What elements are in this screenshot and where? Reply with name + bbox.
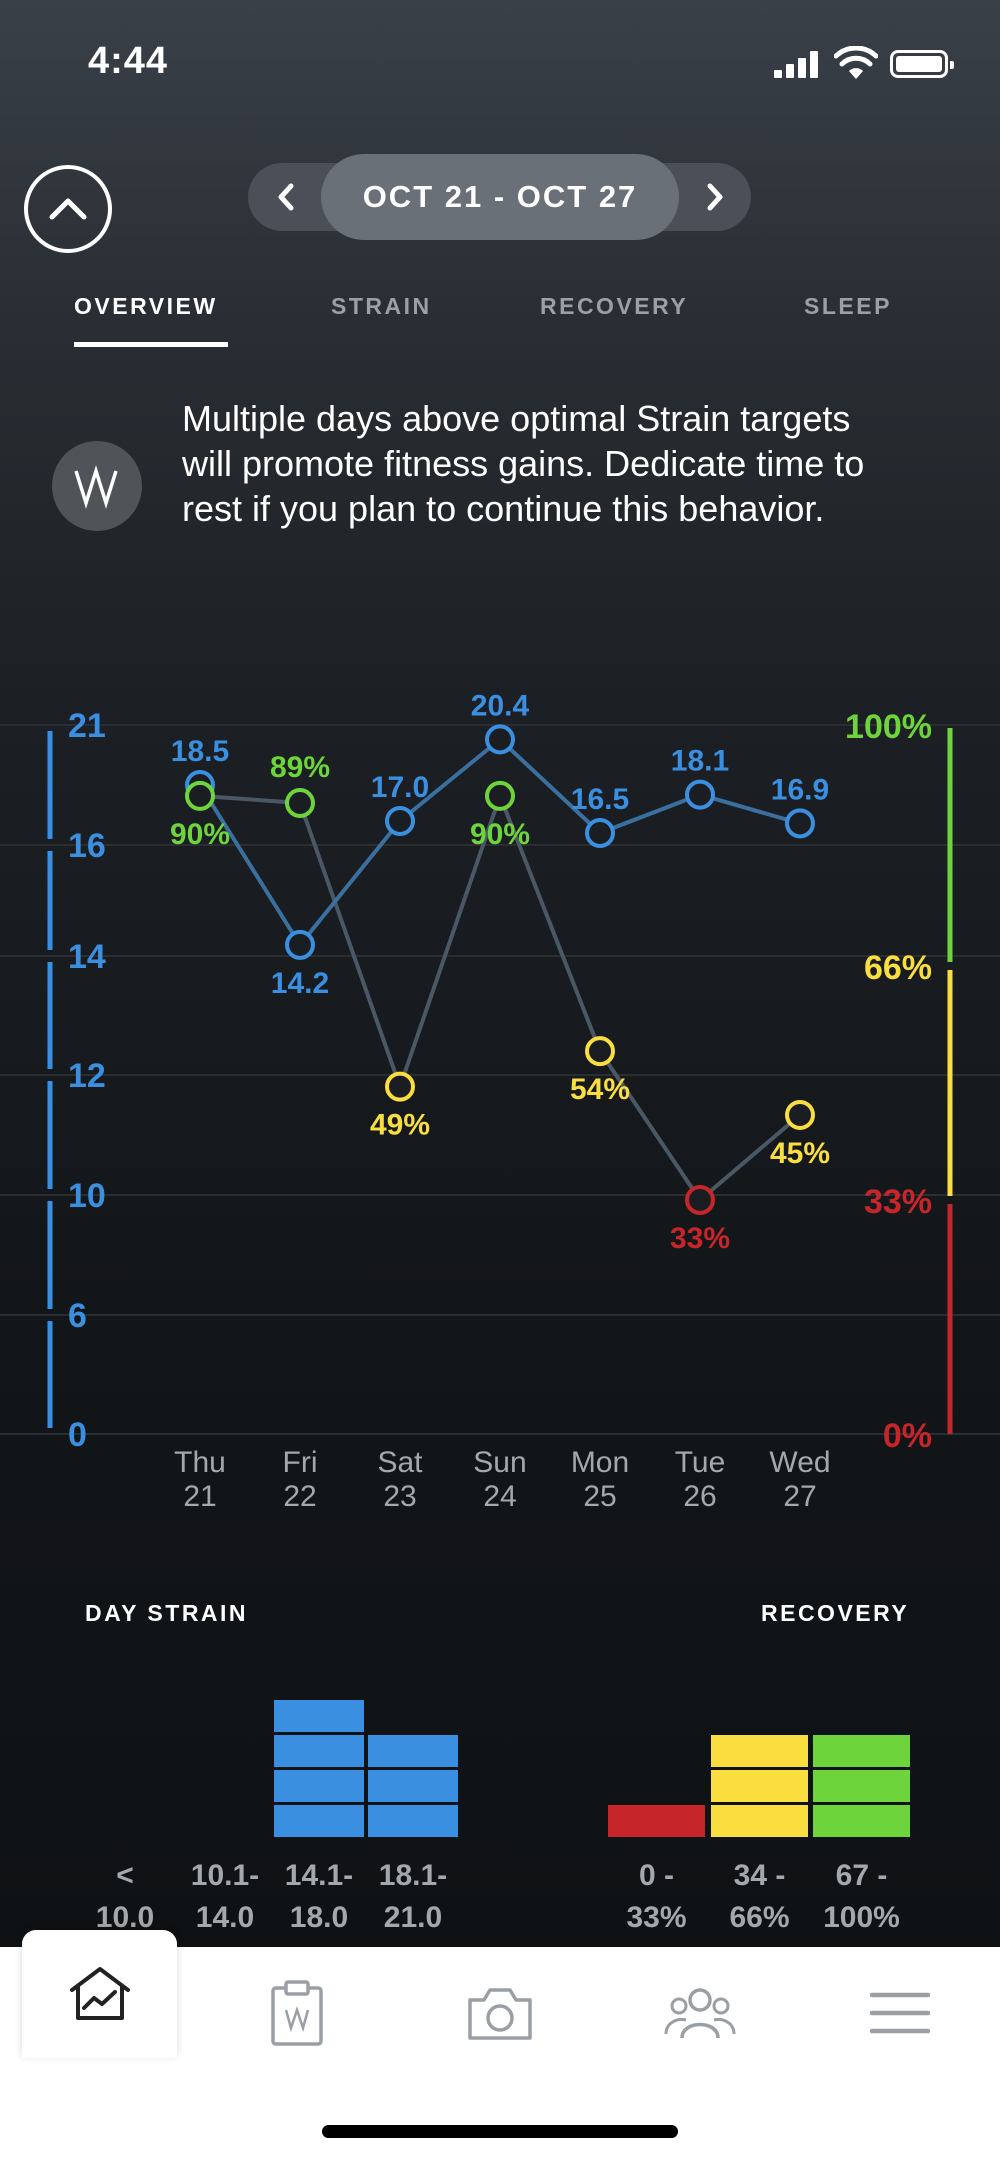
x-axis-day: Tue	[675, 1446, 726, 1479]
camera-icon	[468, 1988, 532, 2040]
x-axis-date: 21	[183, 1480, 216, 1513]
nav-camera[interactable]	[466, 1984, 534, 2044]
recovery-point	[485, 780, 515, 811]
x-axis-day: Sat	[377, 1446, 423, 1479]
recovery-label: 45%	[770, 1137, 830, 1170]
tab-strain[interactable]: STRAIN	[331, 293, 432, 319]
cellular-signal-icon	[774, 50, 820, 78]
histogram-bin-label: 34 -66%	[729, 1859, 790, 1934]
next-week-button[interactable]	[689, 170, 739, 224]
home-indicator	[322, 2125, 678, 2138]
recovery-label: 33%	[670, 1222, 730, 1255]
x-axis-day: Wed	[769, 1446, 830, 1479]
active-tab-indicator	[74, 342, 228, 347]
nav-community[interactable]	[664, 1984, 736, 2044]
strain-label: 14.2	[271, 967, 329, 1000]
previous-week-button[interactable]	[262, 170, 312, 224]
chevron-left-icon	[278, 183, 294, 211]
recovery-point	[285, 787, 315, 818]
left-axis-tick: 21	[68, 707, 106, 745]
strain-label: 17.0	[371, 771, 429, 804]
recovery-histogram: 0 -33% 34 -66% 67 -100%	[500, 1690, 1000, 1940]
strain-point	[785, 808, 815, 839]
recovery-point	[785, 1099, 815, 1130]
x-axis-date: 24	[483, 1480, 516, 1513]
strain-label: 18.1	[671, 745, 729, 778]
day-strain-title: DAY STRAIN	[85, 1600, 249, 1626]
tab-overview[interactable]: OVERVIEW	[74, 293, 218, 319]
recovery-title: RECOVERY	[761, 1600, 910, 1626]
histogram-bin-label: 10.1- 14.0	[190, 1859, 260, 1934]
recovery-point	[585, 1036, 615, 1067]
x-axis-date: 25	[583, 1480, 616, 1513]
recovery-point	[685, 1185, 715, 1216]
status-time: 4:44	[88, 40, 169, 82]
strain-label: 16.5	[571, 783, 629, 816]
x-axis-date: 26	[683, 1480, 716, 1513]
left-axis-tick: 0	[68, 1416, 87, 1454]
weekly-strain-recovery-chart: 21 16 14 12 10 6 0 100% 66% 33% 0% 18.5 14.2 17.0 20.…	[0, 690, 1000, 1513]
recovery-label: 90%	[170, 818, 230, 851]
histogram-bar	[711, 1735, 808, 1840]
insight-message: Multiple days above optimal Strain targe…	[182, 398, 865, 529]
strain-label: 18.5	[171, 735, 229, 768]
collapse-button[interactable]	[24, 165, 112, 253]
x-axis-date: 27	[783, 1480, 816, 1513]
recovery-label: 54%	[570, 1073, 630, 1106]
date-range-label[interactable]: OCT 21 - OCT 27	[321, 154, 679, 240]
histogram-bar	[368, 1735, 458, 1840]
recovery-label: 49%	[370, 1109, 430, 1142]
strain-label: 20.4	[471, 690, 530, 722]
whoop-logo-icon	[52, 441, 142, 531]
menu-icon	[869, 1992, 931, 2034]
histogram-bar	[608, 1805, 705, 1840]
left-axis-tick: 16	[68, 827, 106, 865]
right-axis-tick: 66%	[864, 949, 932, 987]
histogram-bin-label: 18.1- 21.0	[378, 1859, 448, 1934]
strain-point	[485, 724, 515, 755]
histogram-bin-label: <10.0	[95, 1859, 155, 1934]
x-axis-day: Sun	[473, 1446, 526, 1479]
strain-point	[385, 806, 415, 836]
histogram-bar	[813, 1735, 910, 1840]
x-axis-day: Mon	[571, 1446, 629, 1479]
strain-point	[685, 779, 715, 810]
tab-recovery[interactable]: RECOVERY	[540, 293, 689, 319]
home-chart-icon	[70, 1967, 130, 2020]
recovery-label: 90%	[470, 818, 530, 851]
left-axis-tick: 14	[68, 938, 106, 976]
x-axis-day: Fri	[283, 1446, 318, 1479]
right-axis-tick: 100%	[845, 708, 932, 746]
journal-clipboard-icon	[271, 1980, 323, 2046]
strain-point	[285, 929, 315, 960]
left-axis-tick: 10	[68, 1177, 106, 1215]
tab-sleep[interactable]: SLEEP	[804, 293, 892, 319]
battery-icon	[890, 50, 954, 78]
histogram-bar	[274, 1700, 364, 1840]
chevron-up-icon	[49, 198, 87, 220]
x-axis-date: 23	[383, 1480, 416, 1513]
x-axis-day: Thu	[174, 1446, 226, 1479]
right-axis-tick: 0%	[883, 1417, 932, 1455]
nav-journal[interactable]	[262, 1978, 332, 2048]
histogram-bin-label: 14.1- 18.0	[284, 1859, 354, 1934]
recovery-point	[185, 780, 215, 811]
histogram-bin-label: 67 -100%	[823, 1859, 900, 1934]
histogram-bin-label: 0 -33%	[626, 1859, 687, 1934]
nav-home[interactable]	[22, 1930, 177, 2058]
x-axis-date: 22	[283, 1480, 316, 1513]
recovery-label: 89%	[270, 751, 330, 784]
right-axis-tick: 33%	[864, 1183, 932, 1221]
wifi-icon	[834, 46, 878, 79]
nav-menu[interactable]	[869, 1990, 931, 2036]
community-icon	[664, 1988, 736, 2039]
day-strain-histogram: <10.0 10.1- 14.0 14.1- 18.0 18.1- 21.0	[0, 1690, 500, 1940]
strain-label: 16.9	[771, 773, 829, 806]
left-axis-tick: 12	[68, 1057, 106, 1095]
recovery-point	[385, 1071, 415, 1102]
chevron-right-icon	[707, 183, 723, 211]
strain-point	[585, 818, 615, 848]
left-axis-tick: 6	[68, 1297, 87, 1335]
